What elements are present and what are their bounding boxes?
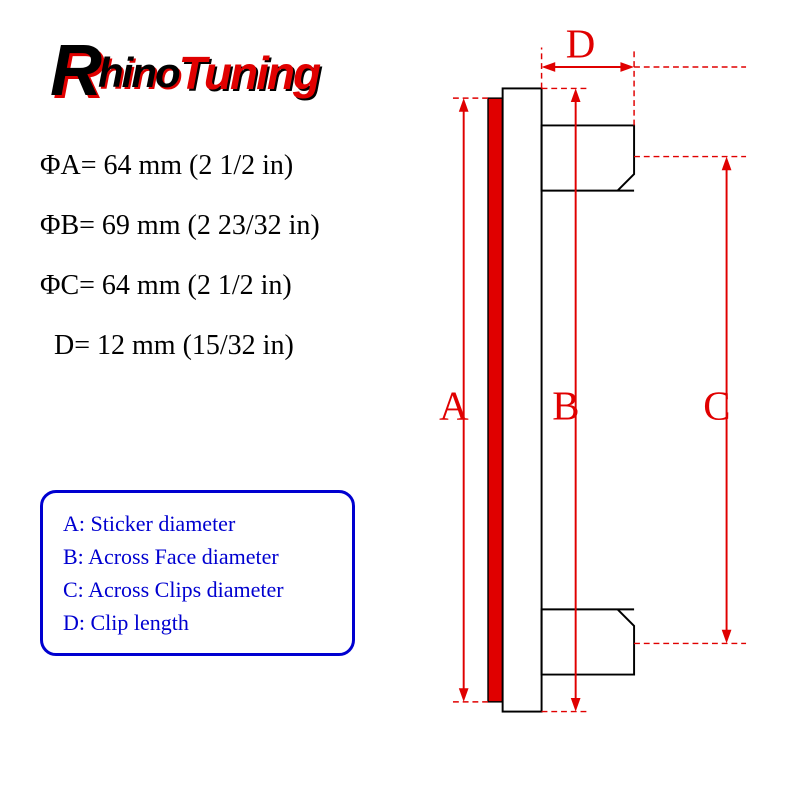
legend-a: A: Sticker diameter [63,507,332,540]
logo-part-r: R [50,30,98,112]
legend-box: A: Sticker diameter B: Across Face diame… [40,490,355,656]
measurement-list: ΦA= 64 mm (2 1/2 in) ΦB= 69 mm (2 23/32 … [40,150,320,390]
clip-bottom [542,609,635,674]
logo-part-tuning: Tuning [179,46,319,100]
measurement-c: ΦC= 64 mm (2 1/2 in) [40,270,320,302]
dim-a: A [439,98,488,702]
logo-part-hino: hino [98,49,179,97]
brand-logo: RhinoTuning [50,30,319,112]
measurement-a: ΦA= 64 mm (2 1/2 in) [40,150,320,182]
face-body [503,88,542,711]
label-a: A [439,383,469,428]
label-c: C [703,383,730,428]
dim-d: D [542,30,746,125]
cross-section-diagram: D A B C [420,30,780,770]
clip-top [542,125,635,190]
measurement-b: ΦB= 69 mm (2 23/32 in) [40,210,320,242]
legend-c: C: Across Clips diameter [63,573,332,606]
dim-c: C [634,157,746,644]
label-b: B [552,383,579,428]
measurement-d: D= 12 mm (15/32 in) [40,330,320,362]
label-d: D [566,30,596,66]
sticker-part [488,98,503,702]
dim-b: B [542,88,591,711]
legend-b: B: Across Face diameter [63,540,332,573]
legend-d: D: Clip length [63,606,332,639]
